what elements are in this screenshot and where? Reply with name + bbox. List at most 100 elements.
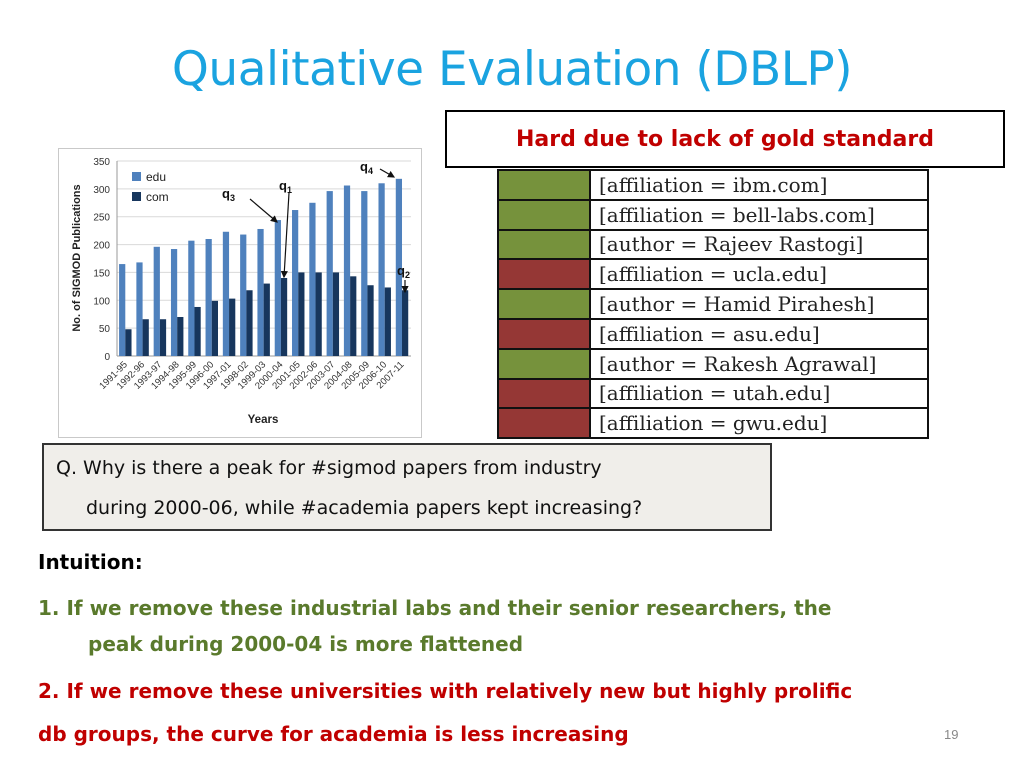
q3-annotation: q3 [222, 186, 235, 203]
annotation-subscript: 3 [230, 193, 235, 203]
filter-row: [affiliation = gwu.edu] [497, 407, 929, 440]
filter-row: [affiliation = ucla.edu] [497, 258, 929, 291]
slide-number: 19 [944, 727, 959, 742]
com-bar [384, 287, 391, 356]
filter-label: [author = Hamid Pirahesh] [589, 288, 929, 320]
edu-bar [188, 240, 195, 356]
question-box: Q. Why is there a peak for #sigmod paper… [42, 443, 772, 531]
publications-bar-chart: 0501001502002503003501991-951992-961993-… [71, 157, 411, 426]
edu-bar [222, 231, 230, 356]
filter-row: [author = Rajeev Rastogi] [497, 228, 929, 261]
y-tick-label: 150 [93, 268, 110, 279]
edu-bar [170, 249, 178, 356]
edu-bar [257, 228, 264, 356]
annotation-subscript: 1 [287, 185, 292, 195]
legend-swatch [132, 192, 141, 201]
com-bar [246, 290, 253, 356]
edu-bar [153, 246, 160, 356]
filter-label: [affiliation = utah.edu] [589, 377, 929, 410]
filter-row: [author = Rakesh Agrawal] [497, 347, 929, 380]
filter-row: [affiliation = asu.edu] [497, 317, 929, 350]
publications-chart: 0 50 100 150 200 250 300 350 1991-95 1992-96 1993-… [58, 148, 422, 438]
edu-bar [309, 202, 316, 356]
kept-swatch [497, 288, 591, 320]
com-bar [350, 276, 357, 356]
y-tick-label: 0 [104, 352, 110, 363]
com-bar [263, 283, 270, 356]
com-bar [402, 290, 409, 356]
filter-row: [affiliation = utah.edu] [497, 377, 929, 410]
y-tick-label: 200 [93, 241, 110, 252]
q4-annotation: q4 [360, 159, 373, 176]
edu-bar [136, 262, 143, 356]
edu-bar [378, 183, 385, 356]
question-line-2: during 2000-06, while #academia papers k… [86, 497, 643, 519]
filter-label: [author = Rakesh Agrawal] [589, 347, 929, 380]
x-axis-title: Years [248, 414, 279, 426]
com-bar [298, 272, 305, 356]
edu-bar [326, 191, 333, 356]
q1-annotation: q1 [279, 178, 292, 195]
annotation-arrow [379, 168, 396, 178]
kept-swatch [497, 347, 591, 380]
annotation-letter: q [279, 178, 287, 193]
com-bar [367, 285, 374, 356]
intuition-point-2: 2. If we remove these universities with … [38, 679, 853, 703]
legend-label: com [146, 190, 169, 204]
intuition-point-1-continued: peak during 2000-04 is more flattened [88, 632, 524, 656]
com-bar [194, 306, 201, 356]
edu-bar [395, 178, 403, 356]
edu-bar [361, 191, 368, 356]
q2-annotation: q2 [397, 263, 410, 280]
filter-label: [author = Rajeev Rastogi] [589, 228, 929, 261]
notice-box: Hard due to lack of gold standard [445, 110, 1005, 168]
com-bar [229, 298, 236, 356]
edu-bar [274, 220, 281, 356]
kept-swatch [497, 198, 591, 231]
slide-title: Qualitative Evaluation (DBLP) [171, 42, 853, 97]
filter-label: [affiliation = gwu.edu] [589, 407, 929, 440]
filter-label: [affiliation = ibm.com] [589, 169, 929, 201]
y-axis-title: No. of SIGMOD Publications [71, 184, 83, 331]
intuition-point-2-continued: db groups, the curve for academia is les… [38, 722, 629, 746]
y-tick-label: 300 [93, 185, 110, 196]
kept-swatch [497, 169, 591, 201]
edu-bar [240, 234, 247, 356]
annotation-arrow [249, 198, 278, 223]
com-bar [125, 329, 132, 356]
com-bar [211, 300, 218, 356]
removed-swatch [497, 258, 591, 291]
annotation-letter: q [222, 186, 230, 201]
kept-swatch [497, 228, 591, 261]
annotation-letter: q [397, 263, 405, 278]
edu-bar [119, 264, 126, 356]
filter-row: [affiliation = bell-labs.com] [497, 198, 929, 231]
filter-table: [affiliation = ibm.com] [affiliation = be… [497, 169, 929, 440]
removed-swatch [497, 377, 591, 410]
com-bar [159, 319, 167, 356]
legend-label: edu [146, 170, 166, 184]
y-tick-label: 350 [93, 157, 110, 168]
filter-row: [affiliation = ibm.com] [497, 169, 929, 201]
filter-label: [affiliation = bell-labs.com] [589, 198, 929, 231]
removed-swatch [497, 317, 591, 350]
intuition-heading: Intuition: [38, 550, 143, 574]
notice-text: Hard due to lack of gold standard [516, 126, 934, 152]
edu-bar [343, 185, 351, 356]
filter-label: [affiliation = ucla.edu] [589, 258, 929, 291]
y-tick-label: 100 [93, 296, 110, 307]
filter-row: [author = Hamid Pirahesh] [497, 288, 929, 320]
y-tick-label: 50 [99, 324, 111, 335]
annotation-arrow [280, 192, 290, 279]
question-line-1: Q. Why is there a peak for #sigmod paper… [56, 457, 602, 479]
com-bar [332, 272, 340, 356]
com-bar [315, 272, 322, 356]
removed-swatch [497, 407, 591, 440]
annotation-subscript: 2 [405, 270, 410, 280]
edu-bar [292, 210, 299, 356]
intuition-point-1: 1. If we remove these industrial labs an… [38, 596, 832, 620]
filter-label: [affiliation = asu.edu] [589, 317, 929, 350]
com-bar [177, 317, 184, 356]
com-bar [142, 319, 149, 356]
com-bar [280, 278, 288, 356]
